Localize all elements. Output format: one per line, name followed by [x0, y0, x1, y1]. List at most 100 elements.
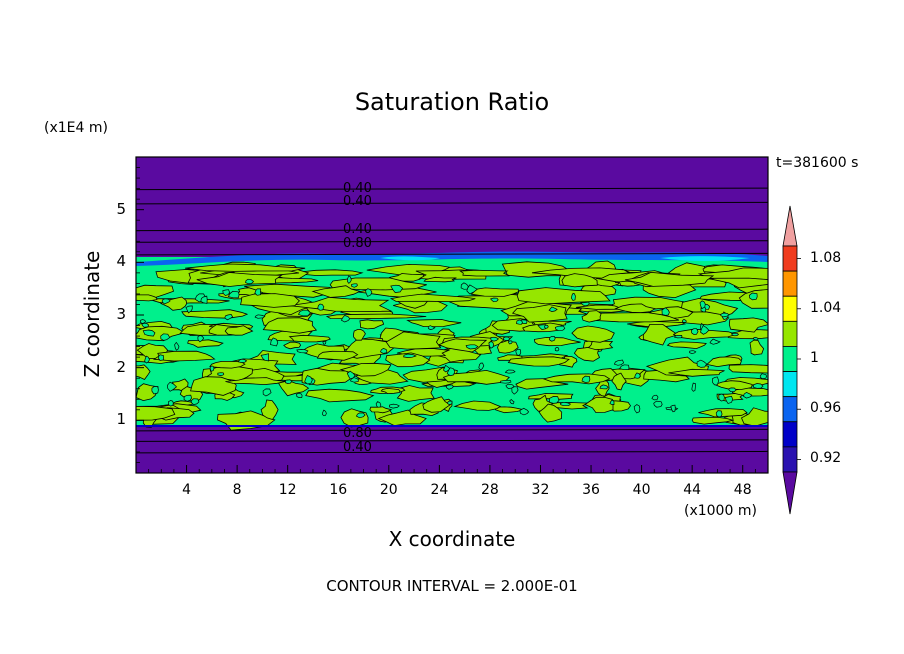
z-tick-label: 5	[116, 199, 126, 218]
x-tick-label: 20	[379, 482, 398, 498]
supersaturated-patch	[288, 334, 331, 343]
x-tick-label: 4	[182, 482, 191, 498]
subsaturated-speck	[548, 306, 558, 312]
subsaturated-speck	[554, 346, 560, 352]
subsaturated-speck	[661, 307, 670, 316]
x-tick-label: 44	[683, 482, 702, 498]
subsaturated-speck	[503, 336, 511, 341]
z-tick-label: 2	[116, 357, 126, 376]
colorbar-segment	[782, 421, 798, 448]
subsaturated-speck	[718, 393, 725, 402]
colorbar-segment	[782, 446, 798, 473]
subsaturated-speck	[427, 325, 436, 330]
inversion-cyan-band	[380, 256, 750, 261]
subsaturated-speck	[183, 394, 192, 402]
subsaturated-speck	[516, 319, 523, 325]
subsaturated-speck	[519, 407, 530, 416]
subsaturated-speck	[322, 409, 327, 417]
subsaturated-speck	[580, 301, 590, 307]
subsaturated-speck	[245, 278, 255, 285]
supersaturated-patch	[698, 408, 748, 418]
z-unit-label: (x1E4 m)	[44, 120, 108, 136]
supersaturated-patch	[225, 377, 286, 386]
x-tick-label: 12	[278, 482, 297, 498]
colorbar-segment	[782, 295, 798, 322]
supersaturated-patch	[260, 399, 279, 420]
subsaturated-speck	[380, 348, 388, 354]
subsaturated-speck	[168, 400, 174, 407]
subsaturated-speck	[511, 386, 519, 395]
chart-title: Saturation Ratio	[354, 88, 550, 116]
subsaturated-speck	[691, 328, 699, 335]
subsaturated-speck	[161, 298, 171, 305]
subsaturated-speck	[222, 289, 230, 296]
supersaturated-patch	[507, 356, 570, 367]
subsaturated-speck	[160, 333, 171, 341]
subsaturated-speck	[139, 319, 147, 324]
supersaturated-patch	[283, 341, 302, 350]
colorbar-label: 0.96	[810, 400, 842, 417]
supersaturated-patch	[453, 400, 502, 411]
supersaturated-patch	[423, 276, 457, 283]
contour-label: 0.40	[342, 193, 372, 209]
subsaturated-speck	[673, 334, 683, 339]
supersaturated-patch	[666, 341, 707, 350]
subsaturated-speck	[548, 335, 556, 342]
supersaturated-patch	[561, 273, 598, 288]
subsaturated-speck	[581, 375, 591, 383]
subsaturated-speck	[700, 325, 710, 335]
subsaturated-speck	[355, 412, 366, 419]
subsaturated-speck	[544, 324, 549, 329]
time-label: t=381600 s	[776, 155, 859, 171]
supersaturated-patch	[380, 387, 401, 395]
colorbar-segment	[782, 396, 798, 423]
supersaturated-patch	[196, 272, 283, 287]
subsaturated-speck	[185, 305, 193, 314]
supersaturated-patch	[728, 364, 768, 374]
supersaturated-patch	[209, 361, 246, 369]
subsaturated-speck	[653, 400, 663, 408]
subsaturated-speck	[682, 319, 687, 323]
supersaturated-patch	[159, 296, 188, 311]
subsaturated-speck	[209, 365, 215, 372]
lower-dry-region	[136, 425, 768, 473]
supersaturated-patch	[531, 267, 631, 279]
subsaturated-speck	[504, 369, 516, 374]
supersaturated-patch	[136, 364, 151, 381]
z-tick-label: 1	[116, 410, 126, 429]
subsaturated-speck	[296, 392, 303, 398]
subsaturated-speck	[508, 340, 513, 345]
supersaturated-patch	[339, 362, 392, 377]
supersaturated-patch	[459, 269, 510, 277]
subsaturated-speck	[322, 340, 327, 345]
contour-line	[136, 450, 768, 454]
subsaturated-speck	[217, 372, 225, 376]
supersaturated-patch	[442, 369, 510, 385]
contour-line	[136, 428, 768, 432]
subsaturated-speck	[699, 300, 706, 310]
z-axis-ticks	[136, 167, 144, 463]
contour-label: 0.80	[342, 235, 372, 251]
supersaturated-patch	[672, 328, 738, 340]
supersaturated-patch	[305, 388, 375, 403]
subsaturated-speck	[390, 284, 404, 293]
supersaturated-patch	[396, 385, 435, 402]
x-tick-label: 40	[632, 482, 651, 498]
x-tick-label: 48	[733, 482, 752, 498]
subsaturated-speck	[752, 336, 759, 341]
supersaturated-patch	[136, 405, 176, 421]
supersaturated-patch	[691, 417, 735, 425]
subsaturated-speck	[317, 303, 325, 311]
supersaturated-patch	[528, 392, 574, 400]
subsaturated-speck	[142, 329, 156, 337]
colorbar-label: 0.92	[810, 450, 842, 467]
supersaturated-patch	[624, 271, 715, 287]
subsaturated-speck	[759, 373, 767, 380]
subsaturated-speck	[748, 292, 758, 301]
subsaturated-speck	[753, 383, 764, 389]
subsaturated-speck	[158, 354, 164, 361]
upper-dry-region	[136, 157, 768, 257]
colorbar-segment	[782, 270, 798, 297]
subsaturated-speck	[151, 386, 159, 395]
colorbar-label: 1.08	[810, 249, 842, 266]
